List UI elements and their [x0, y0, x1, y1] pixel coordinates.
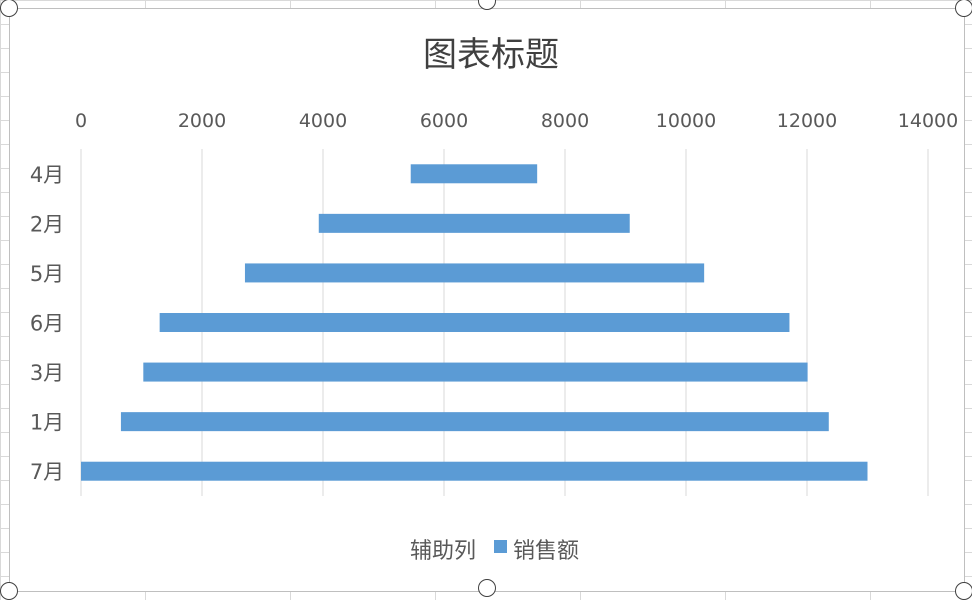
- resize-handle-top-left[interactable]: [0, 0, 18, 17]
- helper-bar[interactable]: [81, 412, 121, 431]
- x-tick-label: 12000: [777, 110, 837, 132]
- category-label: 6月: [30, 312, 64, 336]
- sales-bar[interactable]: [120, 412, 829, 432]
- legend[interactable]: 辅助列 销售额: [410, 539, 579, 564]
- sales-bar[interactable]: [143, 362, 808, 382]
- sales-bar[interactable]: [159, 313, 790, 332]
- resize-handle-bottom-center[interactable]: [478, 579, 496, 597]
- category-label: 3月: [30, 361, 64, 385]
- resize-handle-bottom-right[interactable]: [955, 582, 972, 600]
- resize-handle-top-right[interactable]: [955, 0, 972, 17]
- sales-bar[interactable]: [81, 461, 868, 481]
- category-label: 1月: [30, 411, 64, 435]
- helper-bar[interactable]: [81, 313, 160, 332]
- x-tick-label: 8000: [541, 110, 589, 132]
- legend-swatch-sales: [494, 540, 507, 553]
- x-tick-label: 10000: [656, 110, 716, 132]
- resize-handle-bottom-left[interactable]: [0, 582, 18, 600]
- helper-bar[interactable]: [81, 164, 411, 183]
- sales-bar[interactable]: [318, 213, 630, 233]
- y-axis-category-labels[interactable]: 4月 2月 5月 6月 3月 1月 7月: [30, 163, 64, 484]
- category-label: 2月: [30, 212, 64, 236]
- bar-chart: 图表标题 0 2000 4000 6000 8000 10000 12000 14000 4月…: [30, 35, 958, 564]
- helper-bar[interactable]: [81, 214, 319, 233]
- legend-label-helper: 辅助列: [410, 539, 476, 564]
- helper-bar[interactable]: [81, 263, 245, 282]
- sales-bar[interactable]: [244, 263, 705, 283]
- x-tick-label: 4000: [299, 110, 347, 132]
- x-tick-label: 6000: [420, 110, 468, 132]
- category-label: 5月: [30, 262, 64, 286]
- helper-bar[interactable]: [81, 363, 143, 382]
- x-tick-label: 2000: [178, 110, 226, 132]
- chart-object[interactable]: 图表标题 0 2000 4000 6000 8000 10000 12000 14000 4月…: [9, 8, 965, 592]
- bars[interactable]: [81, 164, 868, 481]
- x-tick-label: 0: [75, 110, 87, 132]
- legend-label-sales: 销售额: [513, 539, 579, 564]
- x-axis-tick-labels[interactable]: 0 2000 4000 6000 8000 10000 12000 14000: [75, 110, 958, 132]
- x-tick-label: 14000: [898, 110, 958, 132]
- chart-title[interactable]: 图表标题: [423, 35, 559, 75]
- category-label: 4月: [30, 163, 64, 187]
- category-label: 7月: [30, 460, 64, 484]
- sales-bar[interactable]: [410, 164, 538, 184]
